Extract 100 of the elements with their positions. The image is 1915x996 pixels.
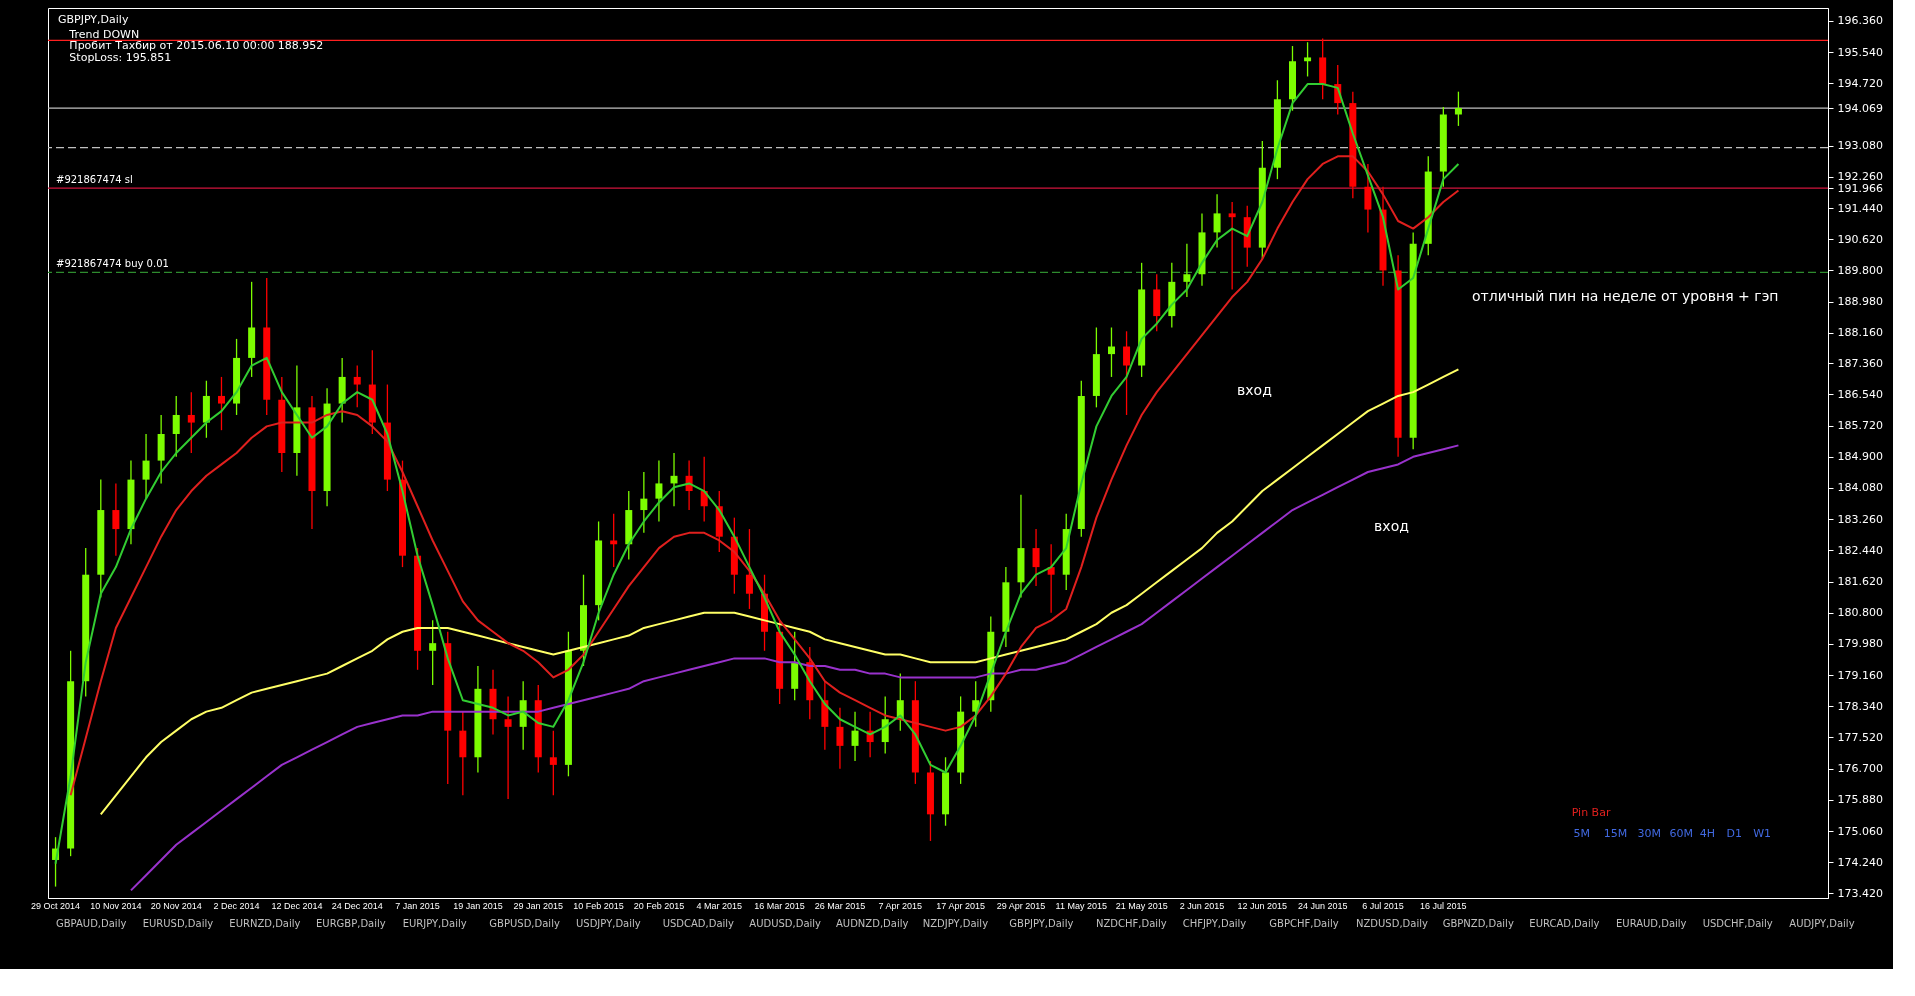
x-tick-label: 7 Jan 2015: [395, 900, 440, 911]
candlestick: [353, 364, 361, 409]
y-tick-label: 175.880: [1837, 793, 1883, 807]
text: USDCAD,Daily: [662, 918, 735, 929]
candlestick: [112, 482, 120, 557]
y-tick-label: 188.160: [1837, 326, 1883, 340]
text: EURUSD,Daily: [142, 918, 214, 929]
candlestick: [1364, 163, 1372, 234]
x-tick-label: 29 Oct 2014: [31, 900, 81, 911]
y-tick-label: 180.800: [1837, 606, 1883, 620]
y-tick-label: 178.340: [1837, 699, 1883, 713]
candlestick: [836, 707, 844, 770]
ref-line-label: #921867474 buy 0.01: [56, 258, 169, 270]
x-tick-label: 19 Jan 2015: [453, 900, 503, 911]
y-tick-label: 193.080: [1837, 139, 1883, 153]
text: AUDUSD,Daily: [749, 918, 822, 929]
y-tick-label: 173.420: [1837, 886, 1883, 900]
text: NZDCHF,Daily: [1096, 918, 1167, 929]
text: отличный пин на неделе от уровня + гэп: [1472, 288, 1779, 305]
text: GBPJPY,Daily: [58, 13, 129, 26]
candlestick: [172, 395, 180, 458]
text: Pin Bar: [1571, 806, 1611, 820]
y-tick-label: 191.966: [1837, 181, 1883, 195]
text: NZDUSD,Daily: [1356, 918, 1428, 929]
x-tick-label: 20 Feb 2015: [633, 900, 685, 911]
x-tick-label: 11 May 2015: [1055, 900, 1107, 911]
y-tick-label: 196.360: [1837, 14, 1883, 28]
text: USDCHF,Daily: [1702, 918, 1773, 929]
ref-line-label: #921867474 sl: [56, 174, 133, 186]
candlestick: [187, 391, 195, 454]
y-tick-label: 185.720: [1837, 419, 1883, 433]
y-tick-label: 177.520: [1837, 731, 1883, 744]
y-tick-label: 175.060: [1837, 824, 1883, 838]
x-tick-label: 26 Mar 2015: [814, 900, 866, 911]
y-tick-label: 190.620: [1837, 232, 1883, 246]
text: EURAUD,Daily: [1616, 918, 1687, 929]
annotation: StopLoss: 195.851: [69, 50, 172, 64]
candlestick: [429, 619, 437, 686]
annotation: Trend DOWN: [68, 27, 140, 41]
text: EURGBP,Daily: [316, 918, 386, 929]
y-tick-label: 187.360: [1837, 356, 1883, 370]
y-tick-label: 179.160: [1837, 668, 1883, 682]
candlestick: [1123, 330, 1131, 416]
y-tick-label: 181.620: [1837, 575, 1883, 589]
text: GBPUSD,Daily: [489, 918, 560, 929]
annotation: Пробит Тахбир от 2015.06.10 00:00 188.952: [69, 39, 324, 53]
text: USDJPY,Daily: [576, 918, 641, 929]
y-tick-label: 194.720: [1837, 76, 1883, 90]
x-tick-label: 16 Mar 2015: [754, 900, 805, 911]
candlestick: [1183, 243, 1191, 298]
candlestick: [1454, 91, 1462, 127]
x-tick-label: 2 Jun 2015: [1179, 900, 1225, 911]
y-tick-label: 191.440: [1837, 201, 1883, 215]
line-series: [129, 444, 1460, 892]
annotation: вход: [1237, 381, 1272, 398]
text: 60M: [1669, 826, 1694, 840]
text: 30M: [1637, 826, 1662, 840]
candlestick: [1228, 201, 1236, 291]
x-tick-label: 4 Mar 2015: [696, 900, 743, 911]
text: AUDNZD,Daily: [836, 918, 909, 929]
y-tick-label: 194.069: [1837, 101, 1883, 115]
annotation: вход: [1374, 517, 1409, 534]
y-tick-label: 182.440: [1837, 543, 1883, 557]
y-tick-label: 184.080: [1837, 481, 1883, 495]
x-tick-label: 24 Dec 2014: [331, 900, 383, 911]
candlestick: [1304, 41, 1312, 78]
text: NZDJPY,Daily: [922, 918, 989, 929]
text: W1: [1753, 826, 1772, 840]
candlestick: [745, 528, 753, 610]
candlestick: [640, 471, 648, 534]
text: GBPNZD,Daily: [1442, 918, 1514, 929]
x-tick-label: 10 Feb 2015: [573, 900, 624, 911]
x-tick-label: 29 Jan 2015: [513, 900, 564, 911]
text: AUDJPY,Daily: [1789, 918, 1855, 929]
text: GBPJPY,Daily: [1009, 918, 1074, 929]
text: 5M: [1573, 826, 1590, 840]
text: EURNZD,Daily: [229, 918, 301, 929]
candlestick: [549, 730, 557, 796]
candlestick: [655, 459, 663, 523]
text: EURJPY,Daily: [402, 918, 467, 929]
candlestick: [217, 376, 225, 431]
text: 15M: [1603, 826, 1628, 840]
candlestick: [610, 513, 618, 568]
y-tick-label: 189.800: [1837, 263, 1883, 277]
text: CHFJPY,Daily: [1182, 918, 1247, 929]
candlestick: [142, 433, 150, 500]
candlestick: [1032, 528, 1040, 587]
y-tick-label: 174.240: [1837, 855, 1883, 869]
y-tick-label: 176.700: [1837, 762, 1883, 776]
x-tick-label: 16 Jul 2015: [1420, 900, 1467, 911]
x-tick-label: 6 Jul 2015: [1362, 900, 1404, 911]
text: 4H: [1699, 826, 1716, 840]
y-tick-label: 192.260: [1837, 170, 1883, 184]
candlestick: [1107, 326, 1115, 378]
x-tick-label: 17 Apr 2015: [936, 900, 985, 911]
x-tick-label: 12 Jun 2015: [1237, 900, 1288, 911]
line-series: [99, 368, 1460, 816]
text: EURCAD,Daily: [1529, 918, 1600, 929]
x-tick-label: 21 May 2015: [1115, 900, 1168, 911]
x-tick-label: 24 Jun 2015: [1297, 900, 1348, 911]
